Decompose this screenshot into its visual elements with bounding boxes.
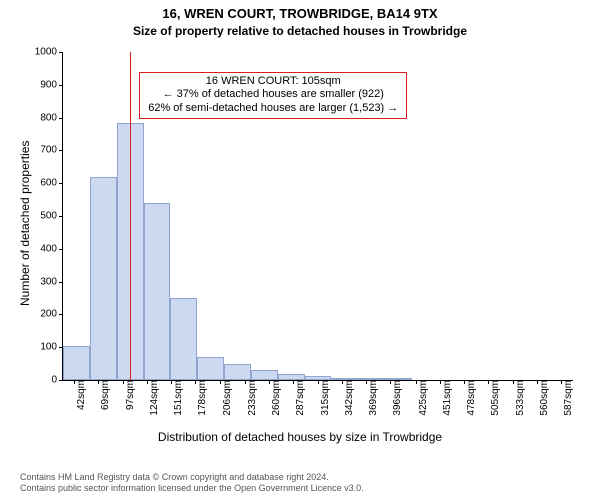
x-tick-mark bbox=[74, 380, 75, 384]
x-tick-mark bbox=[366, 380, 367, 384]
attribution: Contains HM Land Registry data © Crown c… bbox=[20, 472, 364, 494]
x-axis-label: Distribution of detached houses by size … bbox=[0, 430, 600, 444]
x-tick-mark bbox=[318, 380, 319, 384]
x-tick-label: 396sqm bbox=[390, 380, 403, 416]
y-tick-mark bbox=[59, 183, 63, 184]
x-tick-label: 124sqm bbox=[147, 380, 160, 416]
x-tick-label: 587sqm bbox=[561, 380, 574, 416]
x-tick-mark bbox=[488, 380, 489, 384]
histogram-bar bbox=[224, 364, 251, 380]
x-tick-label: 97sqm bbox=[123, 380, 136, 410]
x-tick-label: 178sqm bbox=[195, 380, 208, 416]
y-tick-mark bbox=[59, 249, 63, 250]
histogram-bar bbox=[63, 346, 90, 380]
x-tick-mark bbox=[440, 380, 441, 384]
annotation-line2: ← 37% of detached houses are smaller (92… bbox=[146, 88, 400, 102]
x-tick-label: 369sqm bbox=[366, 380, 379, 416]
x-tick-label: 287sqm bbox=[293, 380, 306, 416]
x-tick-mark bbox=[269, 380, 270, 384]
histogram-bar bbox=[90, 177, 117, 380]
histogram-bar bbox=[305, 376, 332, 380]
histogram-bar bbox=[331, 378, 358, 380]
x-tick-mark bbox=[98, 380, 99, 384]
plot-area: 0100200300400500600700800900100042sqm69s… bbox=[62, 52, 573, 381]
x-tick-label: 478sqm bbox=[464, 380, 477, 416]
x-tick-mark bbox=[123, 380, 124, 384]
chart-title-line2: Size of property relative to detached ho… bbox=[0, 24, 600, 38]
x-tick-label: 451sqm bbox=[440, 380, 453, 416]
annotation-line3: 62% of semi-detached houses are larger (… bbox=[146, 102, 400, 116]
y-axis-label: Number of detached properties bbox=[18, 141, 32, 306]
chart-title-line1: 16, WREN COURT, TROWBRIDGE, BA14 9TX bbox=[0, 6, 600, 21]
chart-container: { "title_line1": "16, WREN COURT, TROWBR… bbox=[0, 0, 600, 500]
x-tick-label: 260sqm bbox=[269, 380, 282, 416]
x-tick-mark bbox=[245, 380, 246, 384]
histogram-bar bbox=[358, 378, 385, 380]
x-tick-label: 315sqm bbox=[318, 380, 331, 416]
annotation-line1: 16 WREN COURT: 105sqm bbox=[146, 75, 400, 89]
x-tick-mark bbox=[293, 380, 294, 384]
x-tick-label: 69sqm bbox=[98, 380, 111, 410]
x-tick-mark bbox=[537, 380, 538, 384]
y-tick-mark bbox=[59, 216, 63, 217]
x-tick-label: 342sqm bbox=[342, 380, 355, 416]
annotation-box: 16 WREN COURT: 105sqm← 37% of detached h… bbox=[139, 72, 407, 119]
x-tick-label: 560sqm bbox=[537, 380, 550, 416]
x-tick-mark bbox=[513, 380, 514, 384]
x-tick-label: 151sqm bbox=[171, 380, 184, 416]
histogram-bar bbox=[144, 203, 171, 380]
x-tick-mark bbox=[390, 380, 391, 384]
histogram-bar bbox=[278, 374, 305, 380]
x-tick-mark bbox=[171, 380, 172, 384]
y-tick-mark bbox=[59, 314, 63, 315]
y-tick-mark bbox=[59, 150, 63, 151]
y-tick-mark bbox=[59, 85, 63, 86]
property-marker-line bbox=[130, 52, 131, 380]
x-tick-mark bbox=[147, 380, 148, 384]
x-tick-label: 533sqm bbox=[513, 380, 526, 416]
attribution-line2: Contains public sector information licen… bbox=[20, 483, 364, 494]
attribution-line1: Contains HM Land Registry data © Crown c… bbox=[20, 472, 364, 483]
histogram-bar bbox=[251, 370, 278, 380]
x-tick-label: 206sqm bbox=[220, 380, 233, 416]
x-tick-label: 505sqm bbox=[488, 380, 501, 416]
histogram-bar bbox=[197, 357, 224, 380]
x-tick-mark bbox=[195, 380, 196, 384]
y-tick-mark bbox=[59, 118, 63, 119]
histogram-bar bbox=[385, 378, 412, 380]
y-tick-mark bbox=[59, 282, 63, 283]
x-tick-mark bbox=[464, 380, 465, 384]
x-tick-mark bbox=[416, 380, 417, 384]
x-tick-label: 425sqm bbox=[416, 380, 429, 416]
x-tick-mark bbox=[561, 380, 562, 384]
x-tick-label: 233sqm bbox=[245, 380, 258, 416]
y-tick-mark bbox=[59, 52, 63, 53]
x-tick-label: 42sqm bbox=[74, 380, 87, 410]
y-tick-mark bbox=[59, 380, 63, 381]
histogram-bar bbox=[170, 298, 197, 380]
x-tick-mark bbox=[342, 380, 343, 384]
x-tick-mark bbox=[220, 380, 221, 384]
